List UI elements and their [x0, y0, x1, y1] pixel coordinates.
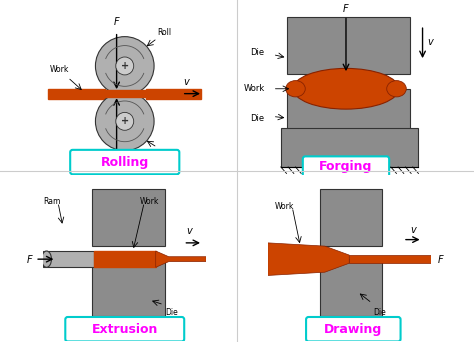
Text: Roll: Roll [157, 28, 172, 37]
Text: $v$: $v$ [186, 226, 194, 236]
Text: $v$: $v$ [428, 37, 435, 47]
Text: $F$: $F$ [113, 15, 120, 27]
FancyBboxPatch shape [287, 89, 410, 130]
Text: Die: Die [165, 308, 178, 317]
FancyBboxPatch shape [303, 156, 389, 177]
Ellipse shape [42, 251, 52, 267]
FancyBboxPatch shape [349, 255, 431, 263]
Text: $v$: $v$ [182, 77, 191, 87]
Text: Die: Die [250, 114, 264, 122]
FancyBboxPatch shape [146, 89, 201, 98]
Text: +: + [121, 61, 129, 71]
FancyBboxPatch shape [320, 259, 382, 316]
FancyBboxPatch shape [43, 251, 94, 267]
Circle shape [95, 37, 154, 95]
Text: $F$: $F$ [26, 253, 34, 265]
Text: Die: Die [374, 308, 386, 317]
FancyBboxPatch shape [100, 90, 146, 97]
Ellipse shape [286, 81, 305, 97]
Ellipse shape [387, 81, 406, 97]
Circle shape [116, 113, 134, 130]
Text: Roll: Roll [157, 151, 172, 160]
Text: Work: Work [50, 65, 69, 74]
FancyBboxPatch shape [92, 259, 165, 316]
Text: Drawing: Drawing [324, 323, 383, 336]
FancyBboxPatch shape [320, 189, 382, 246]
FancyBboxPatch shape [48, 89, 105, 98]
Text: Die: Die [250, 49, 264, 57]
Text: Work: Work [139, 197, 159, 206]
FancyBboxPatch shape [94, 251, 155, 267]
Text: Work: Work [243, 84, 264, 93]
Circle shape [95, 92, 154, 151]
Polygon shape [155, 251, 206, 267]
Ellipse shape [293, 68, 399, 109]
Text: Work: Work [274, 202, 294, 211]
FancyBboxPatch shape [65, 317, 184, 341]
Text: Extrusion: Extrusion [91, 323, 158, 336]
FancyBboxPatch shape [306, 317, 401, 341]
Circle shape [116, 57, 134, 75]
FancyBboxPatch shape [287, 17, 410, 74]
Text: Rolling: Rolling [100, 156, 149, 169]
Text: Forging: Forging [319, 160, 373, 173]
Text: $F$: $F$ [437, 253, 445, 265]
FancyBboxPatch shape [92, 189, 165, 246]
FancyBboxPatch shape [70, 150, 179, 174]
Text: $v$: $v$ [410, 225, 419, 235]
Text: Ram: Ram [43, 197, 60, 206]
Text: $F$: $F$ [113, 160, 120, 172]
Text: $F$: $F$ [342, 2, 350, 14]
Polygon shape [268, 243, 349, 275]
FancyBboxPatch shape [281, 128, 418, 167]
Text: +: + [121, 116, 129, 126]
